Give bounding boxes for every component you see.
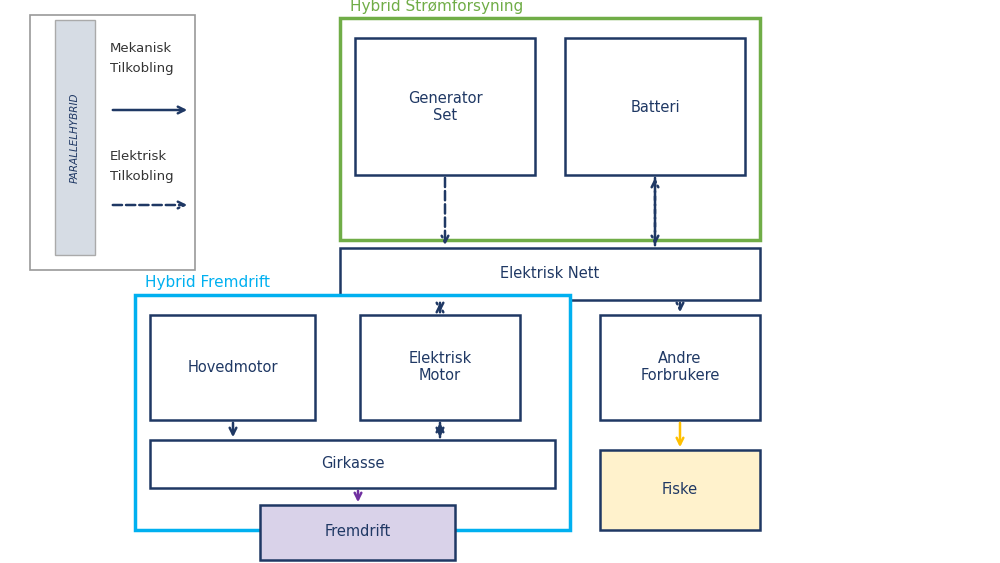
Text: Elektrisk Nett: Elektrisk Nett: [500, 266, 600, 282]
Text: Hybrid Fremdrift: Hybrid Fremdrift: [145, 275, 270, 290]
Text: Girkasse: Girkasse: [321, 457, 385, 471]
Text: Tilkobling: Tilkobling: [110, 170, 174, 183]
FancyBboxPatch shape: [150, 440, 555, 488]
Text: Mekanisk: Mekanisk: [110, 42, 172, 55]
Text: PARALLELHYBRID: PARALLELHYBRID: [70, 92, 80, 183]
Text: Elektrisk
Motor: Elektrisk Motor: [408, 351, 472, 383]
FancyBboxPatch shape: [360, 315, 520, 420]
Text: Andre
Forbrukere: Andre Forbrukere: [640, 351, 720, 383]
FancyBboxPatch shape: [340, 18, 760, 240]
Text: Fremdrift: Fremdrift: [325, 525, 391, 539]
FancyBboxPatch shape: [565, 38, 745, 175]
FancyBboxPatch shape: [135, 295, 570, 530]
Text: Generator
Set: Generator Set: [408, 91, 482, 123]
Text: Elektrisk: Elektrisk: [110, 150, 167, 163]
FancyBboxPatch shape: [260, 505, 455, 560]
FancyBboxPatch shape: [600, 450, 760, 530]
FancyBboxPatch shape: [355, 38, 535, 175]
FancyBboxPatch shape: [340, 248, 760, 300]
Text: Hovedmotor: Hovedmotor: [188, 360, 278, 374]
Text: Fiske: Fiske: [662, 482, 698, 498]
FancyBboxPatch shape: [55, 20, 95, 255]
Text: Tilkobling: Tilkobling: [110, 62, 174, 75]
Text: Batteri: Batteri: [630, 100, 680, 114]
Text: Hybrid Strømforsyning: Hybrid Strømforsyning: [350, 0, 523, 14]
FancyBboxPatch shape: [150, 315, 315, 420]
FancyBboxPatch shape: [600, 315, 760, 420]
FancyBboxPatch shape: [30, 15, 195, 270]
